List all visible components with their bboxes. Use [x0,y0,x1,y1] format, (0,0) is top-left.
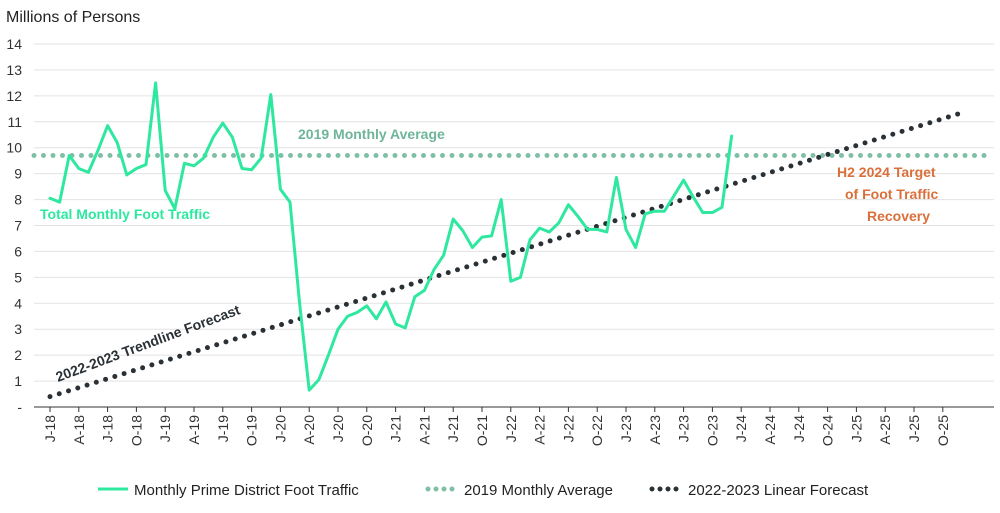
annotation-target-line-3: Recovery [867,208,930,224]
annotation-total-traffic: Total Monthly Foot Traffic [40,206,210,222]
annotation-target-line-2: of Foot Traffic [845,186,939,202]
series-layer [31,81,993,400]
x-tick-label: O-21 [474,415,490,446]
y-tick-label: 11 [7,114,22,130]
y-tick-label: 1 [14,373,22,389]
x-tick-label: A-18 [71,415,87,445]
y-tick-label: 5 [14,269,22,285]
x-tick-label: J-21 [388,415,404,442]
x-tick-label: O-23 [704,415,720,446]
x-tick-label: J-20 [330,415,346,442]
y-tick-label: 4 [14,295,22,311]
x-tick-label: O-24 [820,415,836,446]
x-tick-label: J-20 [272,415,288,442]
y-tick-label: 14 [6,36,22,52]
y-tick-label: 6 [14,243,22,259]
series-monthly-foot-traffic [48,81,734,392]
x-tick-label: J-23 [676,415,692,442]
y-tick-label: 10 [6,140,22,156]
x-tick-label: J-25 [906,415,922,442]
y-tick-label: 13 [6,62,22,78]
legend-label-foot-traffic: Monthly Prime District Foot Traffic [134,482,359,499]
annotation-2019-average: 2019 Monthly Average [298,126,445,142]
x-tick-label: O-22 [589,415,605,446]
y-tick-label: 9 [14,166,22,182]
x-tick-label: A-20 [301,415,317,445]
x-tick-label: O-18 [128,415,144,446]
annotation-h2-2024-target: H2 2024 Target of Foot Traffic Recovery [837,164,939,224]
y-tick-label: - [17,399,22,415]
x-tick-label: O-20 [359,415,375,446]
x-tick-label: A-25 [877,415,893,445]
x-tick-label: J-23 [618,415,634,442]
x-tick-label: J-19 [157,415,173,442]
x-tick-label: J-24 [733,415,749,442]
x-tick-label: A-23 [647,415,663,445]
x-tick-label: O-25 [935,415,951,446]
y-tick-label: 12 [6,88,22,104]
x-tick-label: J-21 [445,415,461,442]
x-tick-label: A-19 [186,415,202,445]
x-tick-label: J-18 [100,415,116,442]
x-tick-label: O-19 [244,415,260,446]
x-tick-label: A-24 [762,415,778,445]
legend-label-linear-forecast: 2022-2023 Linear Forecast [688,482,869,499]
x-tick-label: J-19 [215,415,231,442]
annotation-target-line-1: H2 2024 Target [837,164,936,180]
x-tick-label: J-22 [560,415,576,442]
legend: Monthly Prime District Foot Traffic 2019… [98,482,869,499]
legend-label-2019-average: 2019 Monthly Average [464,482,613,499]
x-tick-label: J-24 [791,415,807,442]
x-axis-ticks: J-18 A-18 J-18 O-18 J-19 A-19 J-19 O-19 J-20 A-20… [42,407,951,446]
y-tick-label: 3 [14,321,22,337]
y-axis-title: Millions of Persons [6,9,140,26]
x-tick-label: J-25 [848,415,864,442]
x-tick-label: A-21 [416,415,432,445]
x-tick-label: J-22 [503,415,519,442]
annotation-trendline-forecast: 2022-2023 Trendline Forecast [53,301,242,385]
y-tick-label: 8 [14,192,22,208]
y-tick-label: 7 [14,218,22,234]
x-tick-label: A-22 [532,415,548,445]
x-tick-label: J-18 [42,415,58,442]
series-linear-forecast [47,110,965,400]
y-tick-label: 2 [14,347,22,363]
